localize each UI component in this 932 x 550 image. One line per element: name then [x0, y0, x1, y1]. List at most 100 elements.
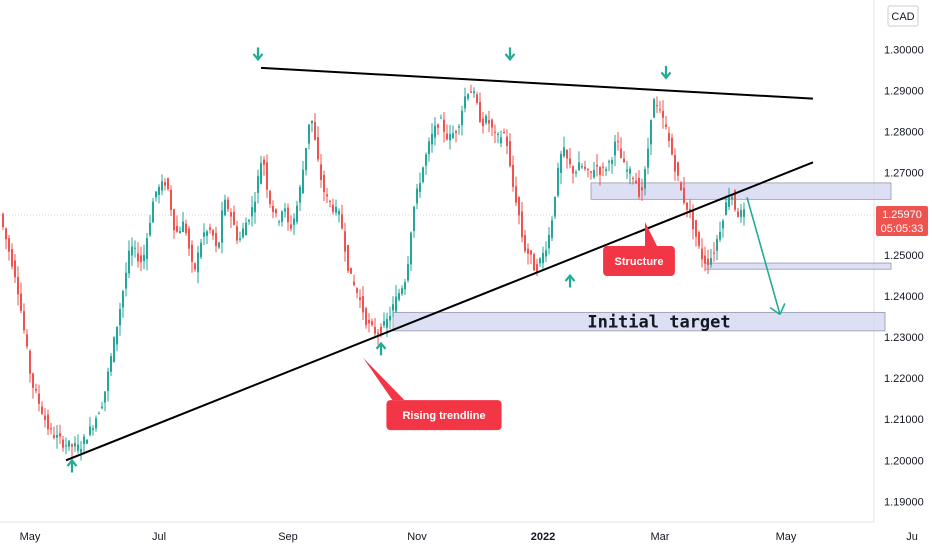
candle-body: [719, 231, 721, 240]
candle: [179, 226, 181, 234]
time-tick-label: Jul: [152, 531, 166, 543]
candle: [5, 227, 7, 250]
candle-body: [116, 326, 118, 345]
candle-body: [410, 232, 412, 265]
candle: [557, 162, 559, 198]
price-axis[interactable]: 1.300001.290001.280001.270001.260001.250…: [884, 44, 924, 508]
candle-body: [497, 133, 499, 135]
candle-body: [650, 119, 652, 145]
candle: [59, 424, 61, 444]
time-axis[interactable]: May Jul Sep Nov 2022 Mar May Ju: [20, 531, 918, 543]
currency-badge[interactable]: CAD: [887, 5, 919, 27]
target-zone[interactable]: [392, 311, 886, 332]
candle: [593, 162, 595, 179]
candle-body: [605, 169, 607, 171]
candle: [599, 166, 601, 186]
rising-trendline[interactable]: [65, 161, 814, 462]
candle: [170, 185, 172, 216]
marker-head: [66, 458, 78, 467]
candle: [317, 126, 319, 162]
candle-body: [623, 158, 625, 163]
candle: [188, 225, 190, 256]
candle: [26, 329, 28, 350]
candle-body: [401, 288, 403, 294]
candle: [509, 133, 511, 168]
candle-body: [440, 117, 442, 119]
candle: [665, 115, 667, 130]
candle-body: [383, 321, 385, 326]
candle: [410, 231, 412, 272]
candle-body: [251, 207, 253, 217]
candle: [218, 241, 220, 250]
forecast-arrow[interactable]: [746, 197, 786, 316]
callout-rising-trendline[interactable]: Rising trendline: [363, 357, 502, 431]
forecast-arrow-head: [779, 303, 786, 315]
candle-body: [80, 448, 82, 453]
price-tick-label: 1.29000: [884, 85, 924, 97]
candle: [518, 196, 520, 225]
time-tick-label: Nov: [407, 531, 427, 543]
up-arrow-icon: [564, 273, 576, 288]
candle-body: [389, 316, 391, 321]
candle-body: [257, 176, 259, 194]
candle: [605, 166, 607, 176]
candle: [107, 367, 109, 402]
candle: [371, 318, 373, 327]
callouts-layer[interactable]: Structure Rising trendline: [363, 221, 675, 431]
candle: [368, 313, 370, 333]
candle: [581, 163, 583, 170]
trendlines-layer[interactable]: [65, 66, 814, 462]
candle-body: [254, 201, 256, 213]
candle: [704, 246, 706, 272]
candle-body: [536, 264, 538, 273]
candle: [53, 426, 55, 440]
candle-body: [275, 209, 277, 214]
candle-body: [206, 231, 208, 236]
candle: [74, 436, 76, 452]
candle-body: [311, 120, 313, 124]
candle-body: [581, 166, 583, 168]
candle-body: [29, 350, 31, 374]
price-tick-label: 1.24000: [884, 291, 924, 303]
candle-body: [542, 252, 544, 264]
candle: [608, 159, 610, 172]
candle-body: [320, 164, 322, 180]
candle: [128, 240, 130, 279]
candle-body: [350, 267, 352, 274]
candle-body: [620, 148, 622, 159]
candle-body: [521, 211, 523, 238]
candle: [131, 237, 133, 266]
marker-head: [564, 273, 576, 282]
candle: [731, 195, 733, 206]
callout-structure[interactable]: Structure: [603, 221, 675, 276]
candle: [632, 176, 634, 185]
candle-body: [404, 282, 406, 290]
candle: [476, 91, 478, 105]
callout-pointer: [363, 357, 405, 401]
candle: [308, 124, 310, 150]
candle-body: [233, 211, 235, 225]
candle: [413, 205, 415, 238]
candle-body: [515, 186, 517, 203]
candle-body: [230, 212, 232, 217]
candle: [323, 170, 325, 202]
candle: [419, 172, 421, 198]
candle-body: [671, 137, 673, 155]
candle-body: [95, 418, 97, 429]
candle: [674, 148, 676, 181]
candle-body: [8, 238, 10, 252]
candle: [680, 181, 682, 191]
forecast-arrow-shaft[interactable]: [746, 197, 781, 315]
candle: [167, 177, 169, 191]
structure-zone[interactable]: [704, 262, 892, 270]
candle-body: [227, 199, 229, 210]
candle-body: [245, 222, 247, 236]
candle-body: [449, 134, 451, 141]
candle-body: [101, 406, 103, 409]
candle-body: [284, 208, 286, 212]
currency-label: CAD: [891, 11, 914, 23]
candle-body: [107, 371, 109, 391]
candle: [455, 129, 457, 143]
resistance[interactable]: [260, 66, 814, 100]
